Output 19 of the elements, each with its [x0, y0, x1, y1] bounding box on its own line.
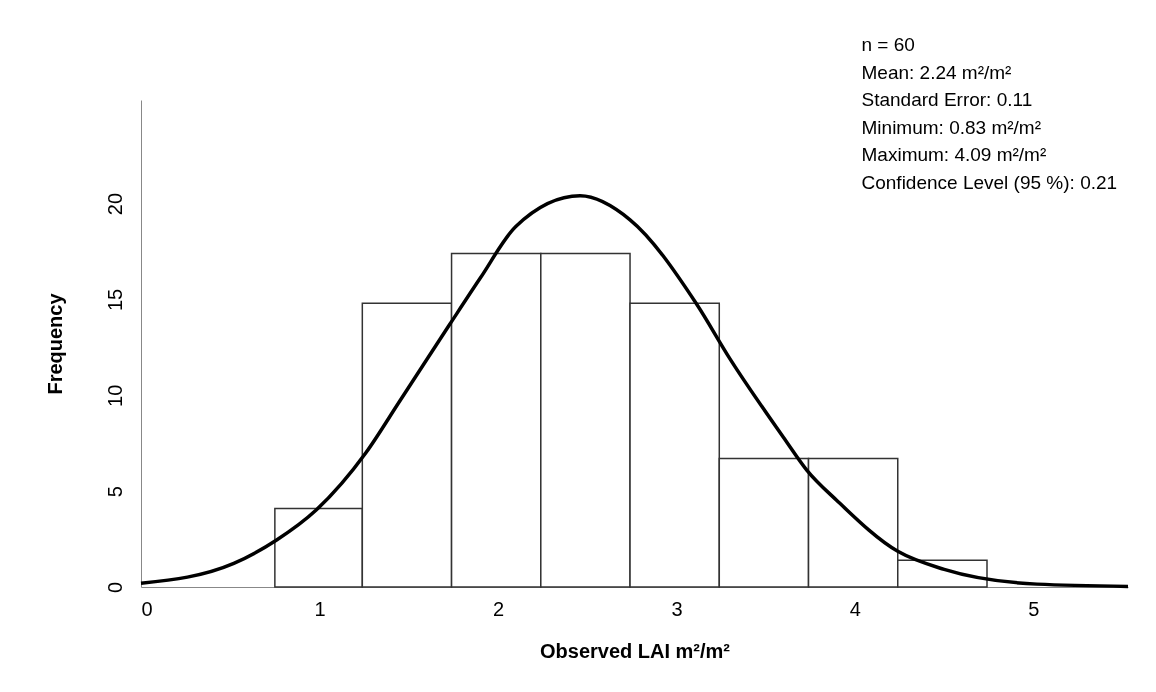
y-tick-label: 10	[103, 384, 126, 407]
annotation: Confidence Level (95 %): 0.21	[861, 171, 1118, 193]
x-tick-label: 3	[671, 597, 683, 620]
x-tick-label: 5	[1028, 597, 1040, 620]
text: Mean: 2.24 m²/m²	[861, 61, 1012, 83]
x-tick-label: 4	[849, 597, 861, 620]
annotation: Standard Error: 0.11	[861, 89, 1033, 110]
x-tick-label: 0	[141, 597, 153, 620]
annotation: Minimum: 0.83 m²/m²	[861, 116, 1041, 138]
y-tick-label: 5	[103, 486, 126, 498]
y-axis-title: Frequency	[43, 292, 66, 395]
y-tick-label: 20	[103, 192, 126, 216]
x-tick-label: 2	[492, 597, 505, 620]
x-axis-title: Observed LAI m²/m²	[539, 639, 731, 662]
y-tick-label: 0	[103, 581, 126, 594]
x-tick-label: 1	[314, 597, 326, 620]
annotation: Maximum: 4.09 m²/m²	[861, 144, 1047, 165]
text: n = 60	[861, 34, 915, 55]
y-tick-label: 15	[103, 288, 126, 312]
